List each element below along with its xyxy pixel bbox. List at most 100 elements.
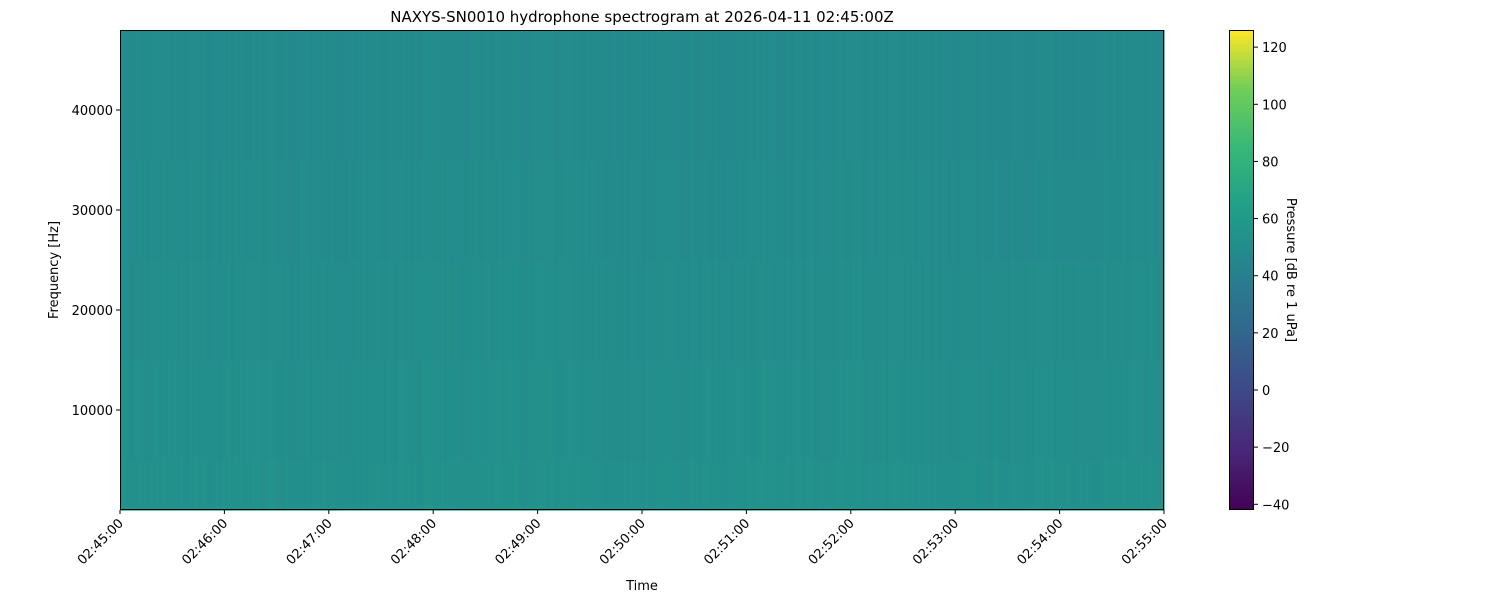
spectrogram-cell bbox=[384, 260, 388, 361]
spectrogram-cell bbox=[189, 30, 193, 161]
spectrogram-cell bbox=[411, 260, 415, 361]
spectrogram-cell bbox=[441, 460, 445, 506]
spectrogram-cell bbox=[132, 160, 136, 261]
spectrogram-cell bbox=[738, 160, 742, 261]
spectrogram-cell bbox=[699, 160, 703, 261]
x-tick-label: 02:46:00 bbox=[179, 516, 231, 568]
spectrogram-cell bbox=[1110, 460, 1114, 506]
spectrogram-cell bbox=[177, 505, 181, 511]
spectrogram-cell bbox=[300, 260, 304, 361]
spectrogram-cell bbox=[300, 30, 304, 161]
spectrogram-cell bbox=[591, 30, 595, 161]
spectrogram-cell bbox=[378, 160, 382, 261]
spectrogram-cell bbox=[996, 505, 1000, 511]
spectrogram-cell bbox=[270, 30, 274, 161]
spectrogram-cell bbox=[957, 360, 961, 461]
spectrogram-cell bbox=[471, 30, 475, 161]
spectrogram-cell bbox=[414, 260, 418, 361]
spectrogram-cell bbox=[1041, 160, 1045, 261]
spectrogram-cell bbox=[1095, 260, 1099, 361]
spectrogram-cell bbox=[261, 30, 265, 161]
spectrogram-cell bbox=[1026, 30, 1030, 161]
spectrogram-cell bbox=[864, 360, 868, 461]
spectrogram-cell bbox=[1104, 460, 1108, 506]
spectrogram-cell bbox=[663, 505, 667, 511]
spectrogram-cell bbox=[975, 160, 979, 261]
spectrogram-cell bbox=[702, 30, 706, 161]
spectrogram-cell bbox=[549, 30, 553, 161]
spectrogram-cell bbox=[771, 30, 775, 161]
spectrogram-cell bbox=[633, 30, 637, 161]
spectrogram-cell bbox=[807, 360, 811, 461]
spectrogram-cell bbox=[1137, 505, 1141, 511]
spectrogram-cell bbox=[291, 360, 295, 461]
spectrogram-cell bbox=[297, 30, 301, 161]
spectrogram-cell bbox=[420, 30, 424, 161]
spectrogram-cell bbox=[243, 360, 247, 461]
spectrogram-cell bbox=[1092, 160, 1096, 261]
spectrogram-cell bbox=[705, 260, 709, 361]
spectrogram-cell bbox=[1077, 360, 1081, 461]
spectrogram-cell bbox=[579, 360, 583, 461]
spectrogram-cell bbox=[531, 460, 535, 506]
spectrogram-cell bbox=[819, 30, 823, 161]
spectrogram-cell bbox=[444, 505, 448, 511]
spectrogram-cell bbox=[960, 460, 964, 506]
spectrogram-cell bbox=[177, 160, 181, 261]
spectrogram-cell bbox=[1050, 260, 1054, 361]
spectrogram-cell bbox=[708, 30, 712, 161]
spectrogram-cell bbox=[243, 460, 247, 506]
spectrogram-cell bbox=[210, 505, 214, 511]
spectrogram-cell bbox=[285, 460, 289, 506]
spectrogram-cell bbox=[123, 260, 127, 361]
spectrogram-cell bbox=[390, 505, 394, 511]
spectrogram-cell bbox=[228, 460, 232, 506]
spectrogram-cell bbox=[816, 30, 820, 161]
spectrogram-cell bbox=[1017, 30, 1021, 161]
spectrogram-cell bbox=[918, 160, 922, 261]
spectrogram-cell bbox=[822, 460, 826, 506]
spectrogram-cell bbox=[351, 460, 355, 506]
spectrogram-cell bbox=[879, 30, 883, 161]
spectrogram-cell bbox=[867, 260, 871, 361]
spectrogram-cell bbox=[1110, 160, 1114, 261]
spectrogram-cell bbox=[531, 260, 535, 361]
spectrogram-cell bbox=[1116, 160, 1120, 261]
spectrogram-cell bbox=[489, 160, 493, 261]
spectrogram-cell bbox=[156, 460, 160, 506]
spectrogram-cell bbox=[351, 160, 355, 261]
spectrogram-cell bbox=[276, 460, 280, 506]
spectrogram-cell bbox=[765, 30, 769, 161]
spectrogram-cell bbox=[129, 260, 133, 361]
spectrogram-cell bbox=[399, 460, 403, 506]
spectrogram-cell bbox=[402, 260, 406, 361]
spectrogram-cell bbox=[702, 505, 706, 511]
spectrogram-cell bbox=[948, 30, 952, 161]
spectrogram-cell bbox=[1020, 460, 1024, 506]
spectrogram-cell bbox=[276, 260, 280, 361]
spectrogram-cell bbox=[315, 360, 319, 461]
spectrogram-cell bbox=[942, 30, 946, 161]
spectrogram-cell bbox=[1071, 460, 1075, 506]
spectrogram-cell bbox=[357, 160, 361, 261]
spectrogram-cell bbox=[1077, 460, 1081, 506]
spectrogram-cell bbox=[753, 160, 757, 261]
spectrogram-cell bbox=[816, 260, 820, 361]
spectrogram-cell bbox=[822, 260, 826, 361]
spectrogram-cell bbox=[147, 360, 151, 461]
spectrogram-cell bbox=[180, 30, 184, 161]
spectrogram-cell bbox=[312, 260, 316, 361]
spectrogram-cell bbox=[495, 260, 499, 361]
spectrogram-cell bbox=[183, 260, 187, 361]
spectrogram-cell bbox=[486, 460, 490, 506]
spectrogram-cell bbox=[918, 30, 922, 161]
spectrogram-cell bbox=[162, 30, 166, 161]
spectrogram-cell bbox=[1020, 160, 1024, 261]
spectrogram-cell bbox=[795, 160, 799, 261]
spectrogram-cell bbox=[768, 460, 772, 506]
spectrogram-cell bbox=[948, 160, 952, 261]
spectrogram-cell bbox=[561, 505, 565, 511]
spectrogram-cell bbox=[696, 505, 700, 511]
spectrogram-cell bbox=[327, 260, 331, 361]
spectrogram-cell bbox=[660, 260, 664, 361]
